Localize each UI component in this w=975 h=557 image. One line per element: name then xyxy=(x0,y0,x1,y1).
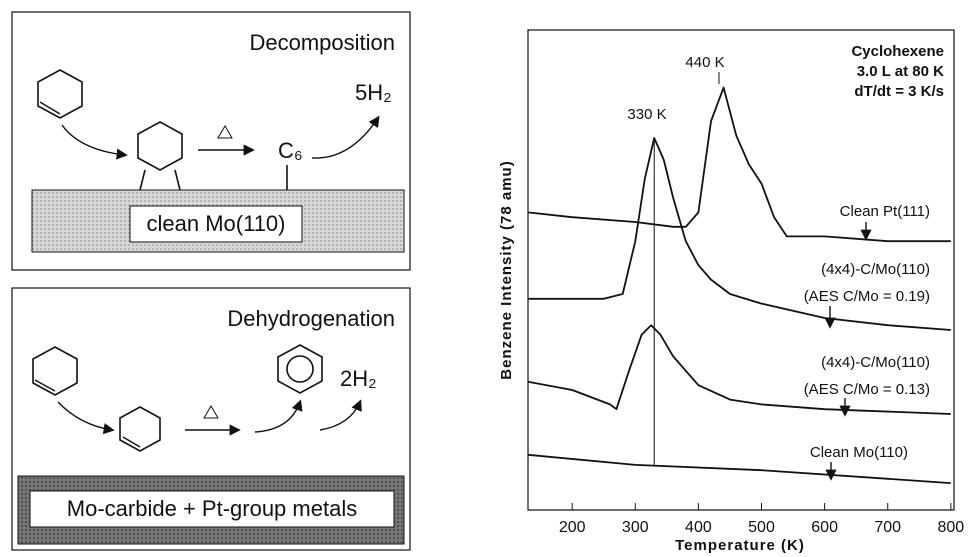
cyclohexene xyxy=(37,69,83,119)
panel-title: Decomposition xyxy=(249,30,395,55)
substrate-label: clean Mo(110) xyxy=(147,211,286,236)
decomposition-panel: Decomposition clean Mo(110) C₆ 5H₂ xyxy=(11,11,411,271)
x-tick-label: 400 xyxy=(685,519,712,536)
cyclohexene xyxy=(32,346,78,396)
adsorbed-ring xyxy=(119,406,161,452)
condition: dT/dt = 3 K/s xyxy=(854,83,944,100)
trace-label: Clean Pt(111) xyxy=(840,203,930,220)
substrate-label: Mo-carbide + Pt-group metals xyxy=(67,496,357,521)
x-axis-title: Temperature (K) xyxy=(675,537,805,554)
trace xyxy=(528,137,951,331)
plot-frame xyxy=(527,29,955,511)
trace-label: Clean Mo(110) xyxy=(810,444,908,461)
product: 2H₂ xyxy=(340,366,377,391)
peak-label: 330 K xyxy=(627,106,666,123)
trace-label: (AES C/Mo = 0.13) xyxy=(804,381,930,398)
substrate-label-box xyxy=(129,205,303,243)
x-tick-label: 300 xyxy=(622,519,649,536)
trace xyxy=(527,324,951,415)
peak-label: 440 K xyxy=(685,54,724,71)
x-tick-label: 800 xyxy=(937,519,964,536)
product: 5H₂ xyxy=(355,80,392,105)
trace-label: (4x4)-C/Mo(110) xyxy=(821,354,930,371)
benzene xyxy=(277,344,323,394)
dehydrogenation-panel: Dehydrogenation 2H₂ Mo-carbide + Pt-grou… xyxy=(11,287,411,551)
adsorbed-ring xyxy=(137,121,183,171)
trace xyxy=(527,86,951,243)
trace-label: (4x4)-C/Mo(110) xyxy=(821,261,930,278)
x-tick-label: 700 xyxy=(874,519,901,536)
trace-label: (AES C/Mo = 0.19) xyxy=(804,288,930,305)
x-tick-label: 500 xyxy=(748,519,775,536)
x-tick-label: 600 xyxy=(811,519,838,536)
condition: 3.0 L at 80 K xyxy=(857,63,944,80)
condition: Cyclohexene xyxy=(851,43,944,60)
y-axis-title: Benzene Intensity (78 amu) xyxy=(498,160,515,379)
trace xyxy=(527,453,951,484)
chart: Temperature (K) Benzene Intensity (78 am… xyxy=(498,29,964,554)
x-tick-label: 200 xyxy=(559,519,586,536)
panel-title: Dehydrogenation xyxy=(227,306,395,331)
fragment: C₆ xyxy=(278,138,303,163)
